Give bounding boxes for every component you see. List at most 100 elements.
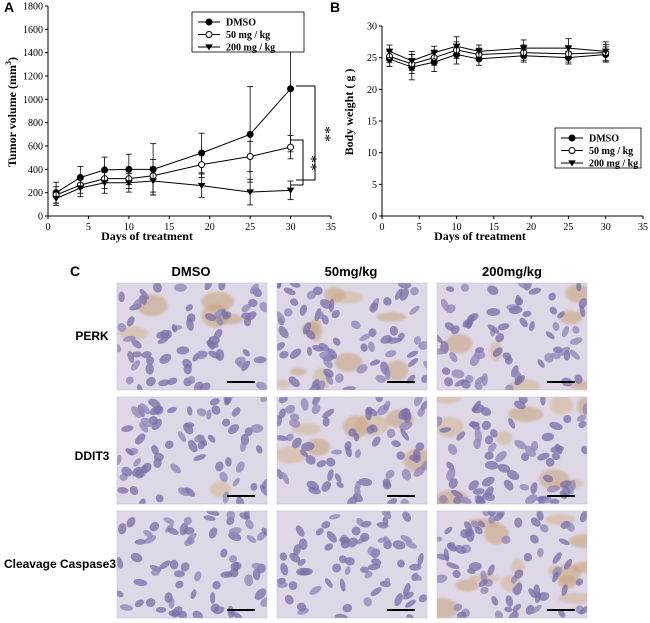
nucleus — [417, 407, 425, 417]
nucleus — [288, 581, 298, 591]
nucleus — [366, 425, 375, 434]
nucleus — [215, 461, 224, 472]
nucleus — [581, 445, 587, 455]
nucleus — [487, 285, 499, 295]
panel-c-label: C — [70, 263, 80, 279]
nucleus — [209, 398, 220, 406]
nucleus — [418, 341, 427, 350]
nucleus — [149, 521, 160, 532]
nucleus — [253, 356, 267, 364]
nucleus — [481, 476, 495, 487]
legend-entry: 50 mg / kg — [226, 30, 270, 41]
micrograph-image — [436, 282, 588, 391]
nucleus — [145, 598, 156, 608]
nucleus — [558, 609, 566, 618]
nucleus — [157, 336, 169, 345]
nucleus — [130, 552, 143, 563]
data-point — [601, 48, 610, 55]
nucleus — [458, 496, 472, 504]
nucleus — [135, 433, 146, 445]
nucleus — [296, 602, 307, 612]
nucleus — [529, 321, 535, 332]
nucleus — [552, 571, 559, 583]
nucleus — [569, 337, 583, 345]
y-tick-label: 600 — [28, 142, 43, 153]
nucleus — [562, 485, 571, 497]
nucleus — [523, 552, 533, 562]
stain-patch — [508, 406, 544, 422]
nucleus — [495, 333, 505, 343]
nucleus — [437, 574, 448, 583]
nucleus — [385, 469, 395, 479]
nucleus — [541, 432, 554, 442]
nucleus — [301, 442, 315, 452]
data-point — [568, 160, 576, 167]
nucleus — [354, 449, 362, 459]
nucleus — [259, 484, 267, 496]
nucleus — [323, 368, 334, 378]
image-border — [436, 282, 588, 391]
nucleus — [497, 463, 511, 473]
nucleus — [400, 535, 413, 543]
nucleus — [225, 457, 232, 467]
nucleus — [517, 283, 528, 289]
y-tick-label: 800 — [28, 118, 43, 129]
nucleus — [417, 552, 424, 567]
nucleus — [389, 325, 399, 336]
nucleus — [277, 311, 286, 323]
nucleus — [445, 304, 456, 314]
stain-patch — [277, 446, 307, 464]
data-point — [430, 49, 438, 57]
nucleus — [319, 351, 331, 360]
x-tick-label: 15 — [489, 222, 499, 233]
nucleus — [334, 473, 342, 483]
nucleus — [138, 498, 146, 504]
nucleus — [477, 520, 486, 528]
x-tick-label: 0 — [46, 222, 51, 233]
nucleus — [316, 460, 327, 468]
micrograph-image — [436, 396, 588, 505]
nucleus — [572, 325, 580, 334]
nucleus — [441, 367, 451, 375]
nucleus — [185, 304, 193, 312]
nucleus — [167, 527, 179, 536]
image-border — [116, 510, 268, 619]
nucleus — [471, 404, 485, 414]
nucleus — [141, 351, 152, 359]
data-point — [197, 183, 206, 190]
nucleus — [537, 591, 550, 601]
y-tick-label: 15 — [367, 117, 377, 128]
data-point — [286, 187, 295, 194]
nucleus — [402, 511, 412, 522]
row-label-ddit3: DDIT3 — [75, 449, 110, 463]
significance-marker: ** — [302, 155, 319, 171]
nucleus — [383, 577, 391, 586]
nucleus — [423, 360, 427, 369]
nucleus — [576, 283, 582, 292]
nucleus — [514, 569, 524, 579]
nucleus — [312, 397, 321, 406]
nucleus — [418, 594, 427, 603]
stain-patch — [565, 284, 587, 303]
image-border — [116, 396, 268, 505]
nucleus — [444, 526, 453, 535]
nucleus — [563, 350, 571, 361]
series-2 — [385, 36, 610, 71]
nucleus — [579, 605, 587, 615]
micrograph-image — [116, 282, 268, 391]
nucleus — [536, 511, 544, 521]
nucleus — [405, 599, 416, 608]
nucleus — [167, 377, 178, 386]
nucleus — [308, 384, 321, 390]
nucleus — [153, 283, 162, 293]
nucleus — [302, 322, 312, 335]
nucleus — [363, 597, 372, 607]
column-header-200mg: 200mg/kg — [482, 264, 542, 279]
legend-entry: DMSO — [589, 134, 619, 145]
nucleus — [321, 481, 332, 492]
nucleus — [563, 558, 573, 570]
nucleus — [501, 535, 511, 545]
nucleus — [250, 482, 258, 491]
x-tick-label: 0 — [380, 222, 385, 233]
